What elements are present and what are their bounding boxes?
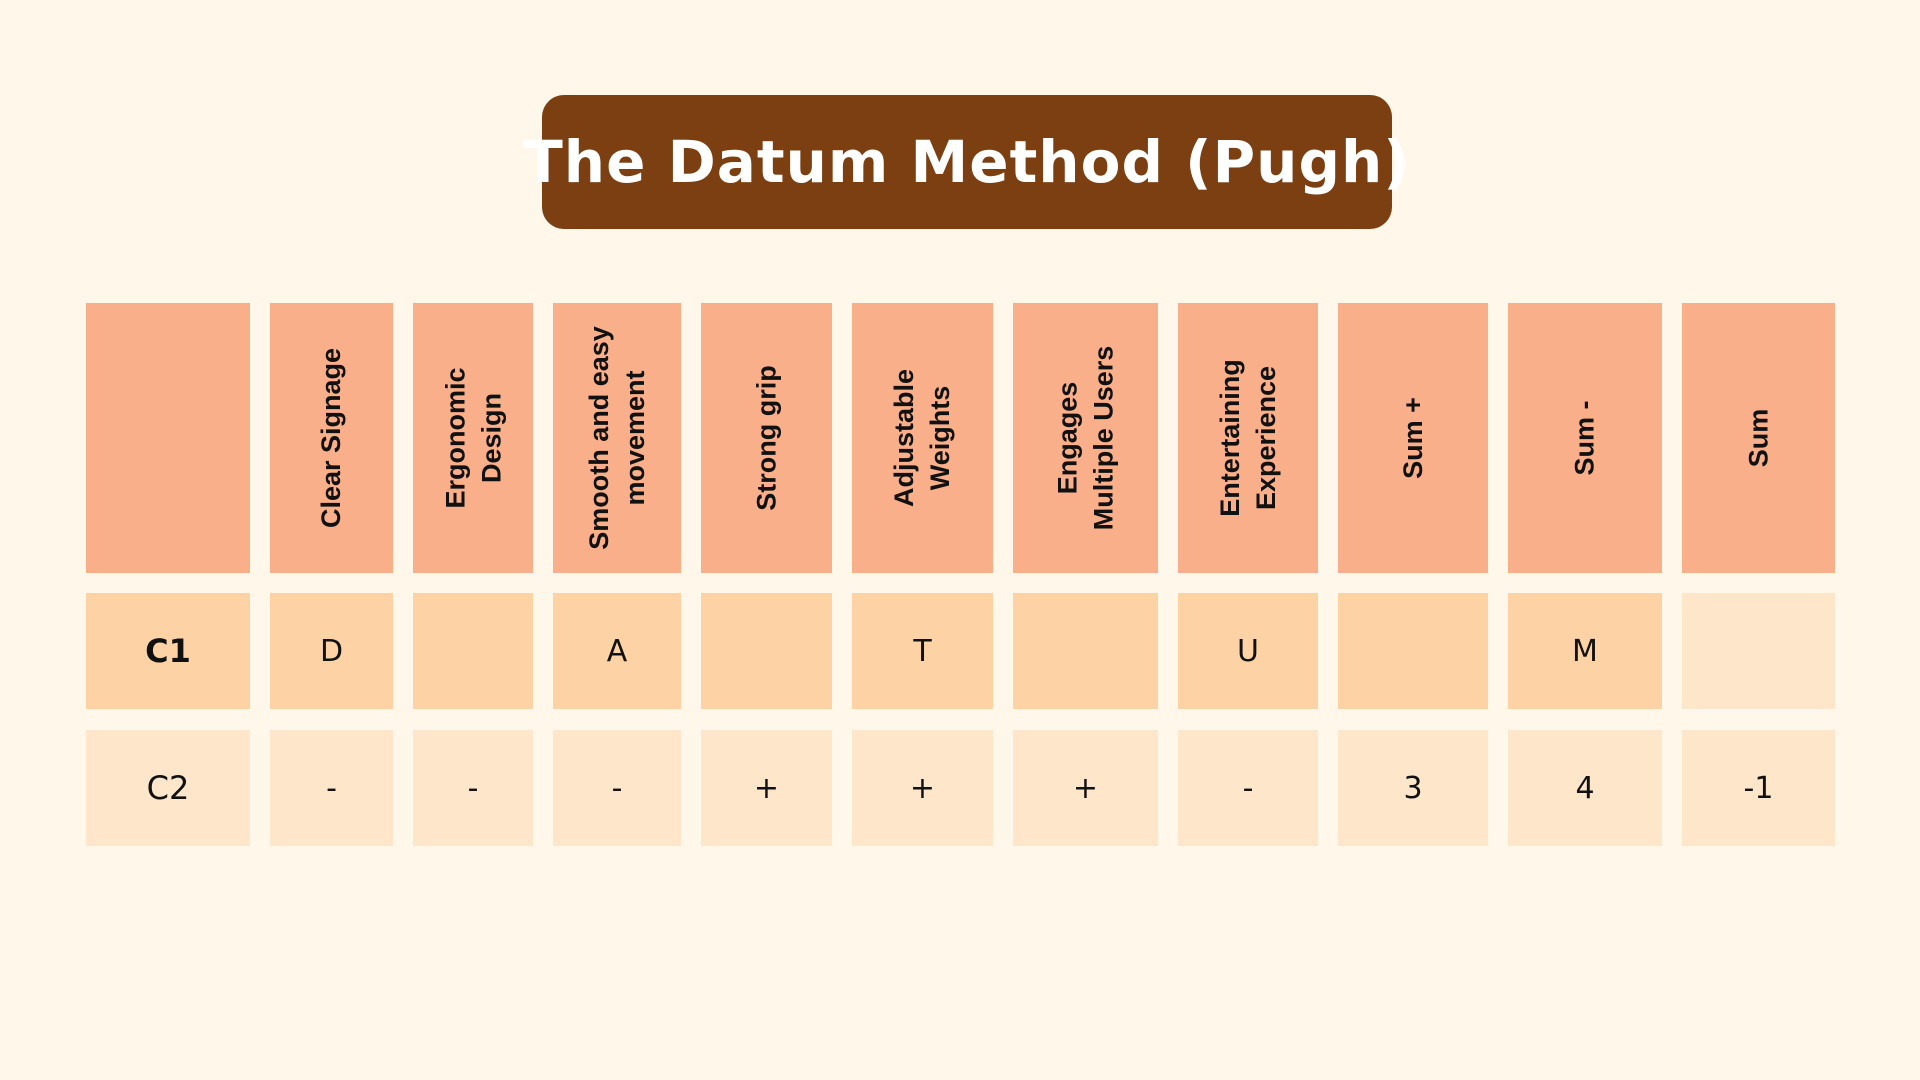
table-cell	[1013, 593, 1158, 709]
cell-value: +	[909, 770, 936, 806]
table-cell: +	[1013, 730, 1158, 846]
table-cell: -	[1178, 730, 1318, 846]
cell-value: M	[1572, 633, 1598, 669]
row-label-c1: C1	[86, 593, 250, 709]
table-cell: -	[413, 730, 533, 846]
header-cell-adjustable-weights: Adjustable Weights	[852, 303, 993, 573]
table-cell	[701, 593, 832, 709]
table-cell	[1682, 593, 1835, 709]
table-cell: A	[553, 593, 681, 709]
table-cell: -1	[1682, 730, 1835, 846]
table-cell: +	[852, 730, 993, 846]
header-cell-entertaining-experience: Entertaining Experience	[1178, 303, 1318, 573]
table-cell: 4	[1508, 730, 1662, 846]
row-label-text: C2	[146, 769, 190, 807]
cell-value: -1	[1743, 770, 1774, 806]
header-cell-smooth-movement: Smooth and easy movement	[553, 303, 681, 573]
row-label-c2: C2	[86, 730, 250, 846]
header-label: Clear Signage	[316, 347, 347, 529]
header-label: Ergonomic Design	[440, 367, 507, 509]
table-cell: -	[553, 730, 681, 846]
header-cell-strong-grip: Strong grip	[701, 303, 832, 573]
header-label: Sum +	[1398, 397, 1428, 479]
cell-value: +	[753, 770, 780, 806]
header-label: Adjustable Weights	[889, 368, 956, 508]
table-cell	[1338, 593, 1488, 709]
table-cell	[413, 593, 533, 709]
header-cell-sum-plus: Sum +	[1338, 303, 1488, 573]
header-cell-sum-minus: Sum -	[1508, 303, 1662, 573]
row-label-text: C1	[145, 632, 191, 670]
table-cell: D	[270, 593, 393, 709]
cell-value: -	[326, 770, 337, 806]
cell-value: -	[1242, 770, 1254, 806]
header-cell-clear-signage: Clear Signage	[270, 303, 393, 573]
header-cell-ergonomic-design: Ergonomic Design	[413, 303, 533, 573]
cell-value: T	[913, 633, 932, 669]
cell-value: A	[606, 633, 628, 669]
header-label: Sum	[1743, 408, 1774, 468]
header-label: Entertaining Experience	[1215, 359, 1282, 517]
header-label: Engages Multiple Users	[1052, 345, 1119, 531]
cell-value: D	[319, 633, 344, 669]
header-label: Strong grip	[751, 365, 782, 511]
cell-value: 4	[1575, 770, 1595, 806]
cell-value: 3	[1403, 770, 1423, 806]
table-cell: U	[1178, 593, 1318, 709]
cell-value: U	[1237, 633, 1259, 669]
header-label: Smooth and easy movement	[584, 326, 650, 550]
header-cell-engages-users: Engages Multiple Users	[1013, 303, 1158, 573]
table-cell: T	[852, 593, 993, 709]
header-label: Sum -	[1569, 400, 1600, 476]
cell-value: -	[467, 770, 479, 806]
table-cell: +	[701, 730, 832, 846]
title-banner: The Datum Method (Pugh)	[523, 95, 1410, 229]
page-title: The Datum Method (Pugh)	[523, 128, 1411, 196]
header-cell-corner	[86, 303, 250, 573]
table-cell: -	[270, 730, 393, 846]
header-cell-sum: Sum	[1682, 303, 1835, 573]
table-cell: M	[1508, 593, 1662, 709]
table-cell: 3	[1338, 730, 1488, 846]
cell-value: -	[611, 770, 623, 806]
cell-value: +	[1072, 770, 1099, 806]
